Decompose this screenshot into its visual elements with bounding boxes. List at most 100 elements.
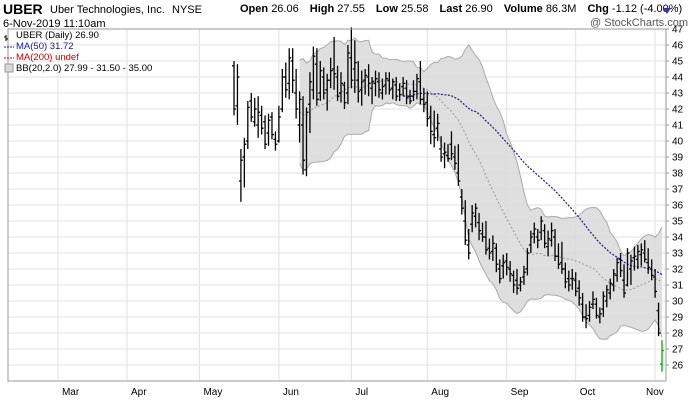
bb-upper-line [299, 37, 663, 257]
ohlc-bar [556, 243, 561, 269]
ohlc-bar [535, 229, 540, 249]
ma50-legend-text: MA(50) 31.72 [16, 41, 74, 52]
bollinger-bands [299, 37, 663, 340]
quote-stats: Open 26.06 High 27.55 Low 25.58 Last 26.… [240, 3, 682, 15]
ohlc-bar [463, 200, 468, 245]
ohlc-bar [394, 77, 399, 101]
chg-label: Chg [587, 3, 609, 15]
x-tick-label: Mar [62, 387, 80, 398]
ohlc-bar [656, 302, 661, 337]
ohlc-bar [660, 340, 664, 372]
ohlc-bar [459, 189, 464, 215]
ohlc-bar [542, 224, 547, 249]
y-tick-label: 31 [672, 281, 684, 292]
low-label: Low [375, 3, 398, 15]
ohlc-bar [611, 269, 616, 292]
ohlc-bar [490, 235, 495, 261]
ohlc-bar [573, 272, 578, 297]
volume-value: 86.3M [545, 3, 577, 15]
moving-averages [403, 92, 663, 276]
ohlc-bar [425, 91, 430, 127]
open-label: Open [240, 3, 269, 15]
ohlc-bar [577, 280, 582, 306]
ohlc-bar [546, 230, 551, 257]
ohlc-bar [435, 113, 440, 141]
high-label: High [309, 3, 335, 15]
ohlc-bar [339, 72, 343, 103]
ohlc-bar [366, 64, 371, 97]
bb-fill [299, 38, 662, 340]
ohlc-bar [242, 137, 247, 188]
ohlc-bar [625, 248, 630, 287]
ohlc-bar [259, 105, 264, 135]
y-tick-label: 44 [672, 73, 684, 84]
company-name: Uber Technologies, Inc. [50, 4, 165, 16]
bb-swatch-icon [4, 63, 14, 73]
y-tick-label: 35 [672, 217, 684, 228]
y-tick-label: 29 [672, 313, 684, 324]
ohlc-bar [473, 203, 478, 228]
ohlc-bar [332, 37, 337, 90]
ohlc-bar [287, 48, 292, 100]
ohlc-bar [449, 131, 454, 161]
x-tick-label: Apr [131, 387, 147, 398]
ohlc-bar [504, 253, 509, 276]
ohlc-bar [404, 80, 409, 105]
ohlc-bar [532, 222, 537, 244]
ohlc-bar [401, 77, 406, 97]
ohlc-bar [297, 91, 302, 143]
ohlc-bar [584, 304, 589, 329]
y-tick-label: 43 [672, 89, 684, 100]
legend-price: UBER (Daily) 26.90 [16, 31, 99, 41]
ohlc-bar [304, 107, 309, 177]
x-tick-label: Jul [355, 387, 368, 398]
y-tick-label: 46 [672, 41, 684, 52]
ohlc-bar [653, 269, 658, 298]
ohlc-bar [446, 144, 450, 162]
ohlc-bar [452, 145, 457, 170]
x-tick-label: Oct [580, 387, 596, 398]
ohlc-bar [497, 259, 502, 284]
y-tick-label: 45 [672, 57, 684, 68]
y-tick-label: 39 [672, 153, 684, 164]
ohlc-bars [232, 27, 664, 372]
ohlc-bar [563, 262, 568, 289]
y-tick-label: 47 [672, 25, 684, 36]
ohlc-bar [615, 257, 620, 282]
ohlc-bar [477, 213, 482, 241]
ohlc-bar [273, 131, 278, 151]
legend-ma50: MA(50) 31.72 [16, 42, 74, 52]
exchange-name: NYSE [172, 4, 202, 16]
ohlc-bar [601, 291, 606, 317]
ohlc-bar [235, 64, 240, 125]
ohlc-bar [301, 96, 306, 175]
low-value: 25.58 [400, 3, 429, 15]
x-tick-label: Jun [283, 387, 299, 398]
ohlc-bar [266, 113, 271, 146]
x-tick-label: Sep [511, 387, 529, 398]
x-tick-label: Aug [431, 387, 449, 398]
y-tick-label: 26 [672, 361, 684, 372]
ohlc-bar [314, 48, 319, 106]
ohlc-bar [280, 69, 285, 113]
ohlc-bar [294, 69, 299, 119]
y-tick-label: 38 [672, 169, 684, 180]
ohlc-bar [269, 112, 274, 140]
ohlc-bar [639, 243, 644, 266]
ohlc-bar [290, 48, 295, 93]
ohlc-bar [508, 261, 513, 282]
y-tick-label: 41 [672, 121, 684, 132]
chevron-down-icon[interactable] [663, 8, 671, 14]
ohlc-bar [466, 229, 471, 260]
ma200-legend-text: MA(200) undef [16, 52, 79, 63]
stockcharts-watermark: @ StockCharts.com [590, 17, 688, 29]
open-value: 26.06 [271, 3, 299, 15]
ohlc-bar [414, 73, 419, 100]
ohlc-bar [618, 253, 623, 277]
ohlc-bar [515, 269, 520, 295]
ohlc-bar [456, 144, 461, 186]
y-tick-label: 32 [672, 265, 684, 276]
ohlc-bar [428, 105, 433, 145]
y-tick-label: 36 [672, 201, 684, 212]
